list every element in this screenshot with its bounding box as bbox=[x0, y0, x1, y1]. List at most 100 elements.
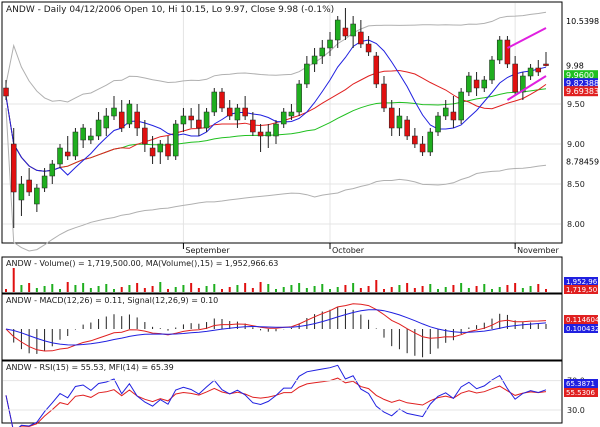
price-tag-label: 9.9600 bbox=[566, 71, 594, 80]
rsi-panel bbox=[1, 360, 563, 424]
candle-body bbox=[273, 123, 279, 137]
candle-body bbox=[57, 147, 63, 165]
volume-tag-box bbox=[564, 285, 598, 294]
macd-tag-box bbox=[564, 324, 598, 333]
candle-body bbox=[95, 119, 102, 137]
price-tag-box bbox=[564, 70, 598, 81]
volume-bar bbox=[367, 286, 370, 292]
signal-line bbox=[5, 309, 547, 346]
volume-bar bbox=[521, 288, 524, 292]
volume-bar bbox=[390, 287, 393, 292]
rsi-mfi-lines bbox=[5, 364, 547, 427]
candle-body bbox=[396, 115, 403, 129]
volume-bar bbox=[66, 282, 69, 292]
volume-tag-label: 1,719,50 bbox=[566, 286, 597, 294]
candle-body bbox=[512, 63, 518, 93]
volume-bar bbox=[105, 284, 108, 292]
volume-bar bbox=[174, 287, 177, 292]
price-tag-label: 9.98 bbox=[566, 62, 584, 71]
candle-body bbox=[496, 39, 503, 61]
volume-bar bbox=[406, 283, 409, 292]
volume-tags: 1,952,961,719,50 bbox=[564, 277, 598, 294]
volume-bar bbox=[537, 284, 540, 292]
candle-body bbox=[203, 111, 210, 129]
volume-bar bbox=[483, 284, 486, 292]
volume-bar bbox=[120, 287, 123, 292]
price-tag-label: 9.82388 bbox=[566, 79, 599, 88]
rsi-label: ANDW - RSI(15) = 55.53, MFI(14) = 65.39 bbox=[6, 363, 174, 372]
macd-lines bbox=[5, 303, 547, 352]
candle-body bbox=[142, 127, 148, 145]
candle-body bbox=[64, 151, 71, 157]
candle-body bbox=[296, 83, 302, 113]
volume-bar bbox=[290, 285, 293, 292]
volume-bar bbox=[398, 285, 401, 292]
volume-bar bbox=[305, 288, 308, 292]
candle-body bbox=[188, 115, 194, 121]
candle-body bbox=[365, 43, 372, 53]
volume-bar bbox=[159, 282, 162, 292]
price-tag-box bbox=[563, 15, 599, 27]
price-tag-label: 9.69383 bbox=[566, 87, 599, 96]
candle-body bbox=[34, 187, 40, 205]
candle-body bbox=[165, 143, 171, 157]
candle-body bbox=[226, 107, 233, 117]
candle-body bbox=[26, 179, 32, 193]
candle-body bbox=[489, 59, 495, 81]
volume-bar bbox=[143, 288, 146, 292]
candle-body bbox=[265, 131, 272, 137]
volume-bar bbox=[167, 289, 169, 292]
volume-bar bbox=[128, 285, 131, 292]
candle-body bbox=[334, 19, 341, 41]
volume-bar bbox=[28, 283, 31, 292]
volume-bar bbox=[421, 286, 424, 292]
volume-bar bbox=[529, 286, 532, 292]
candle-body bbox=[72, 131, 79, 157]
volume-bar bbox=[20, 285, 23, 292]
volume-bar bbox=[244, 283, 247, 292]
volume-bar bbox=[514, 283, 517, 292]
volume-bar bbox=[375, 280, 378, 292]
volume-bar bbox=[498, 287, 501, 292]
mfi-line bbox=[5, 364, 547, 427]
volume-panel bbox=[1, 256, 563, 294]
price-candles bbox=[3, 8, 549, 228]
volume-bar bbox=[344, 285, 347, 292]
volume-bar bbox=[35, 288, 38, 292]
volume-bar bbox=[321, 284, 324, 292]
candle-body bbox=[327, 39, 333, 49]
volume-bar bbox=[190, 283, 193, 292]
candle-body bbox=[234, 107, 241, 121]
volume-bar bbox=[59, 289, 61, 292]
rsi-tag-label: 55.5306 bbox=[566, 389, 595, 397]
volume-bar bbox=[336, 287, 339, 292]
candle-body bbox=[319, 47, 326, 57]
lower-trendline bbox=[506, 75, 547, 101]
volume-bar bbox=[182, 285, 185, 292]
volume-bar bbox=[74, 285, 77, 292]
candle-body bbox=[435, 115, 441, 133]
candle-body bbox=[250, 119, 256, 133]
macd-tag-label: 0.100432 bbox=[566, 325, 599, 333]
volume-bar bbox=[491, 289, 493, 292]
price-y-axis: 8.00 8.50 9.00 9.50 bbox=[567, 100, 585, 229]
candle-body bbox=[412, 135, 418, 145]
candle-body bbox=[311, 55, 318, 65]
volume-bar bbox=[221, 289, 223, 292]
volume-bar bbox=[43, 286, 46, 292]
candle-body bbox=[458, 91, 464, 121]
volume-bar bbox=[89, 288, 92, 292]
volume-bar bbox=[313, 286, 316, 292]
macd-line bbox=[5, 303, 547, 352]
volume-bar bbox=[5, 289, 7, 292]
candle-body bbox=[504, 39, 511, 65]
price-tag-label: 8.78459 bbox=[566, 158, 599, 167]
volume-bar bbox=[12, 268, 15, 292]
candle-body bbox=[157, 143, 164, 153]
volume-bar bbox=[359, 288, 362, 292]
volume-bar bbox=[82, 283, 85, 292]
candle-body bbox=[49, 163, 56, 177]
